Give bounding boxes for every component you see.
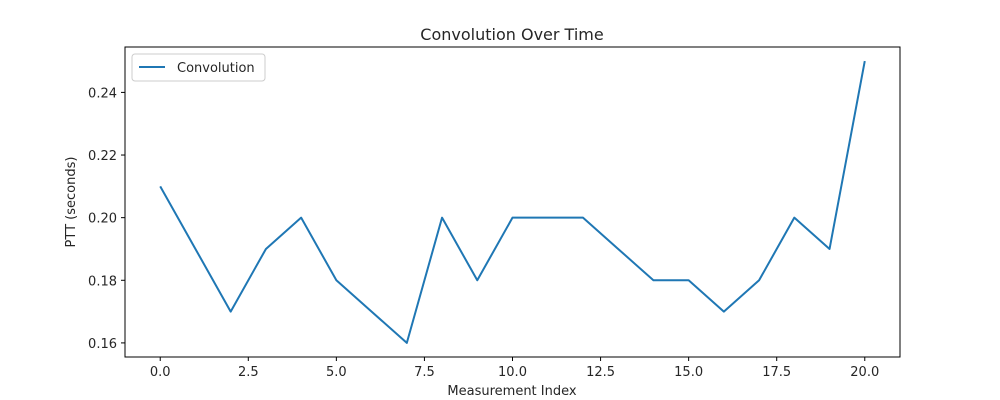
x-tick-label: 20.0 — [850, 365, 879, 380]
series-line-convolution — [159, 60, 866, 344]
x-tick-label: 12.5 — [586, 365, 615, 380]
legend-label: Convolution — [177, 61, 255, 76]
x-tick-label: 17.5 — [762, 365, 791, 380]
y-tick-label: 0.18 — [88, 274, 117, 289]
x-tick-label: 0.0 — [150, 365, 171, 380]
x-tick-label: 10.0 — [498, 365, 527, 380]
y-tick-label: 0.22 — [88, 149, 117, 164]
plot-area — [159, 60, 866, 344]
x-axis-label: Measurement Index — [447, 384, 576, 399]
y-tick-label: 0.16 — [88, 337, 117, 352]
x-tick-label: 15.0 — [674, 365, 703, 380]
legend: Convolution — [131, 53, 266, 82]
x-tick-label: 2.5 — [238, 365, 259, 380]
y-axis-label: PTT (seconds) — [64, 157, 79, 248]
y-axis: 0.16 0.18 0.20 0.22 0.24 — [88, 86, 125, 352]
x-tick-label: 5.0 — [326, 365, 347, 380]
y-tick-label: 0.20 — [88, 212, 117, 227]
chart-title: Convolution Over Time — [420, 25, 603, 44]
legend-box — [131, 53, 266, 82]
x-tick-label: 7.5 — [414, 365, 435, 380]
y-tick-label: 0.24 — [88, 86, 117, 101]
x-axis: 0.0 2.5 5.0 7.5 10.0 12.5 15.0 17.5 20.0 — [150, 357, 879, 380]
